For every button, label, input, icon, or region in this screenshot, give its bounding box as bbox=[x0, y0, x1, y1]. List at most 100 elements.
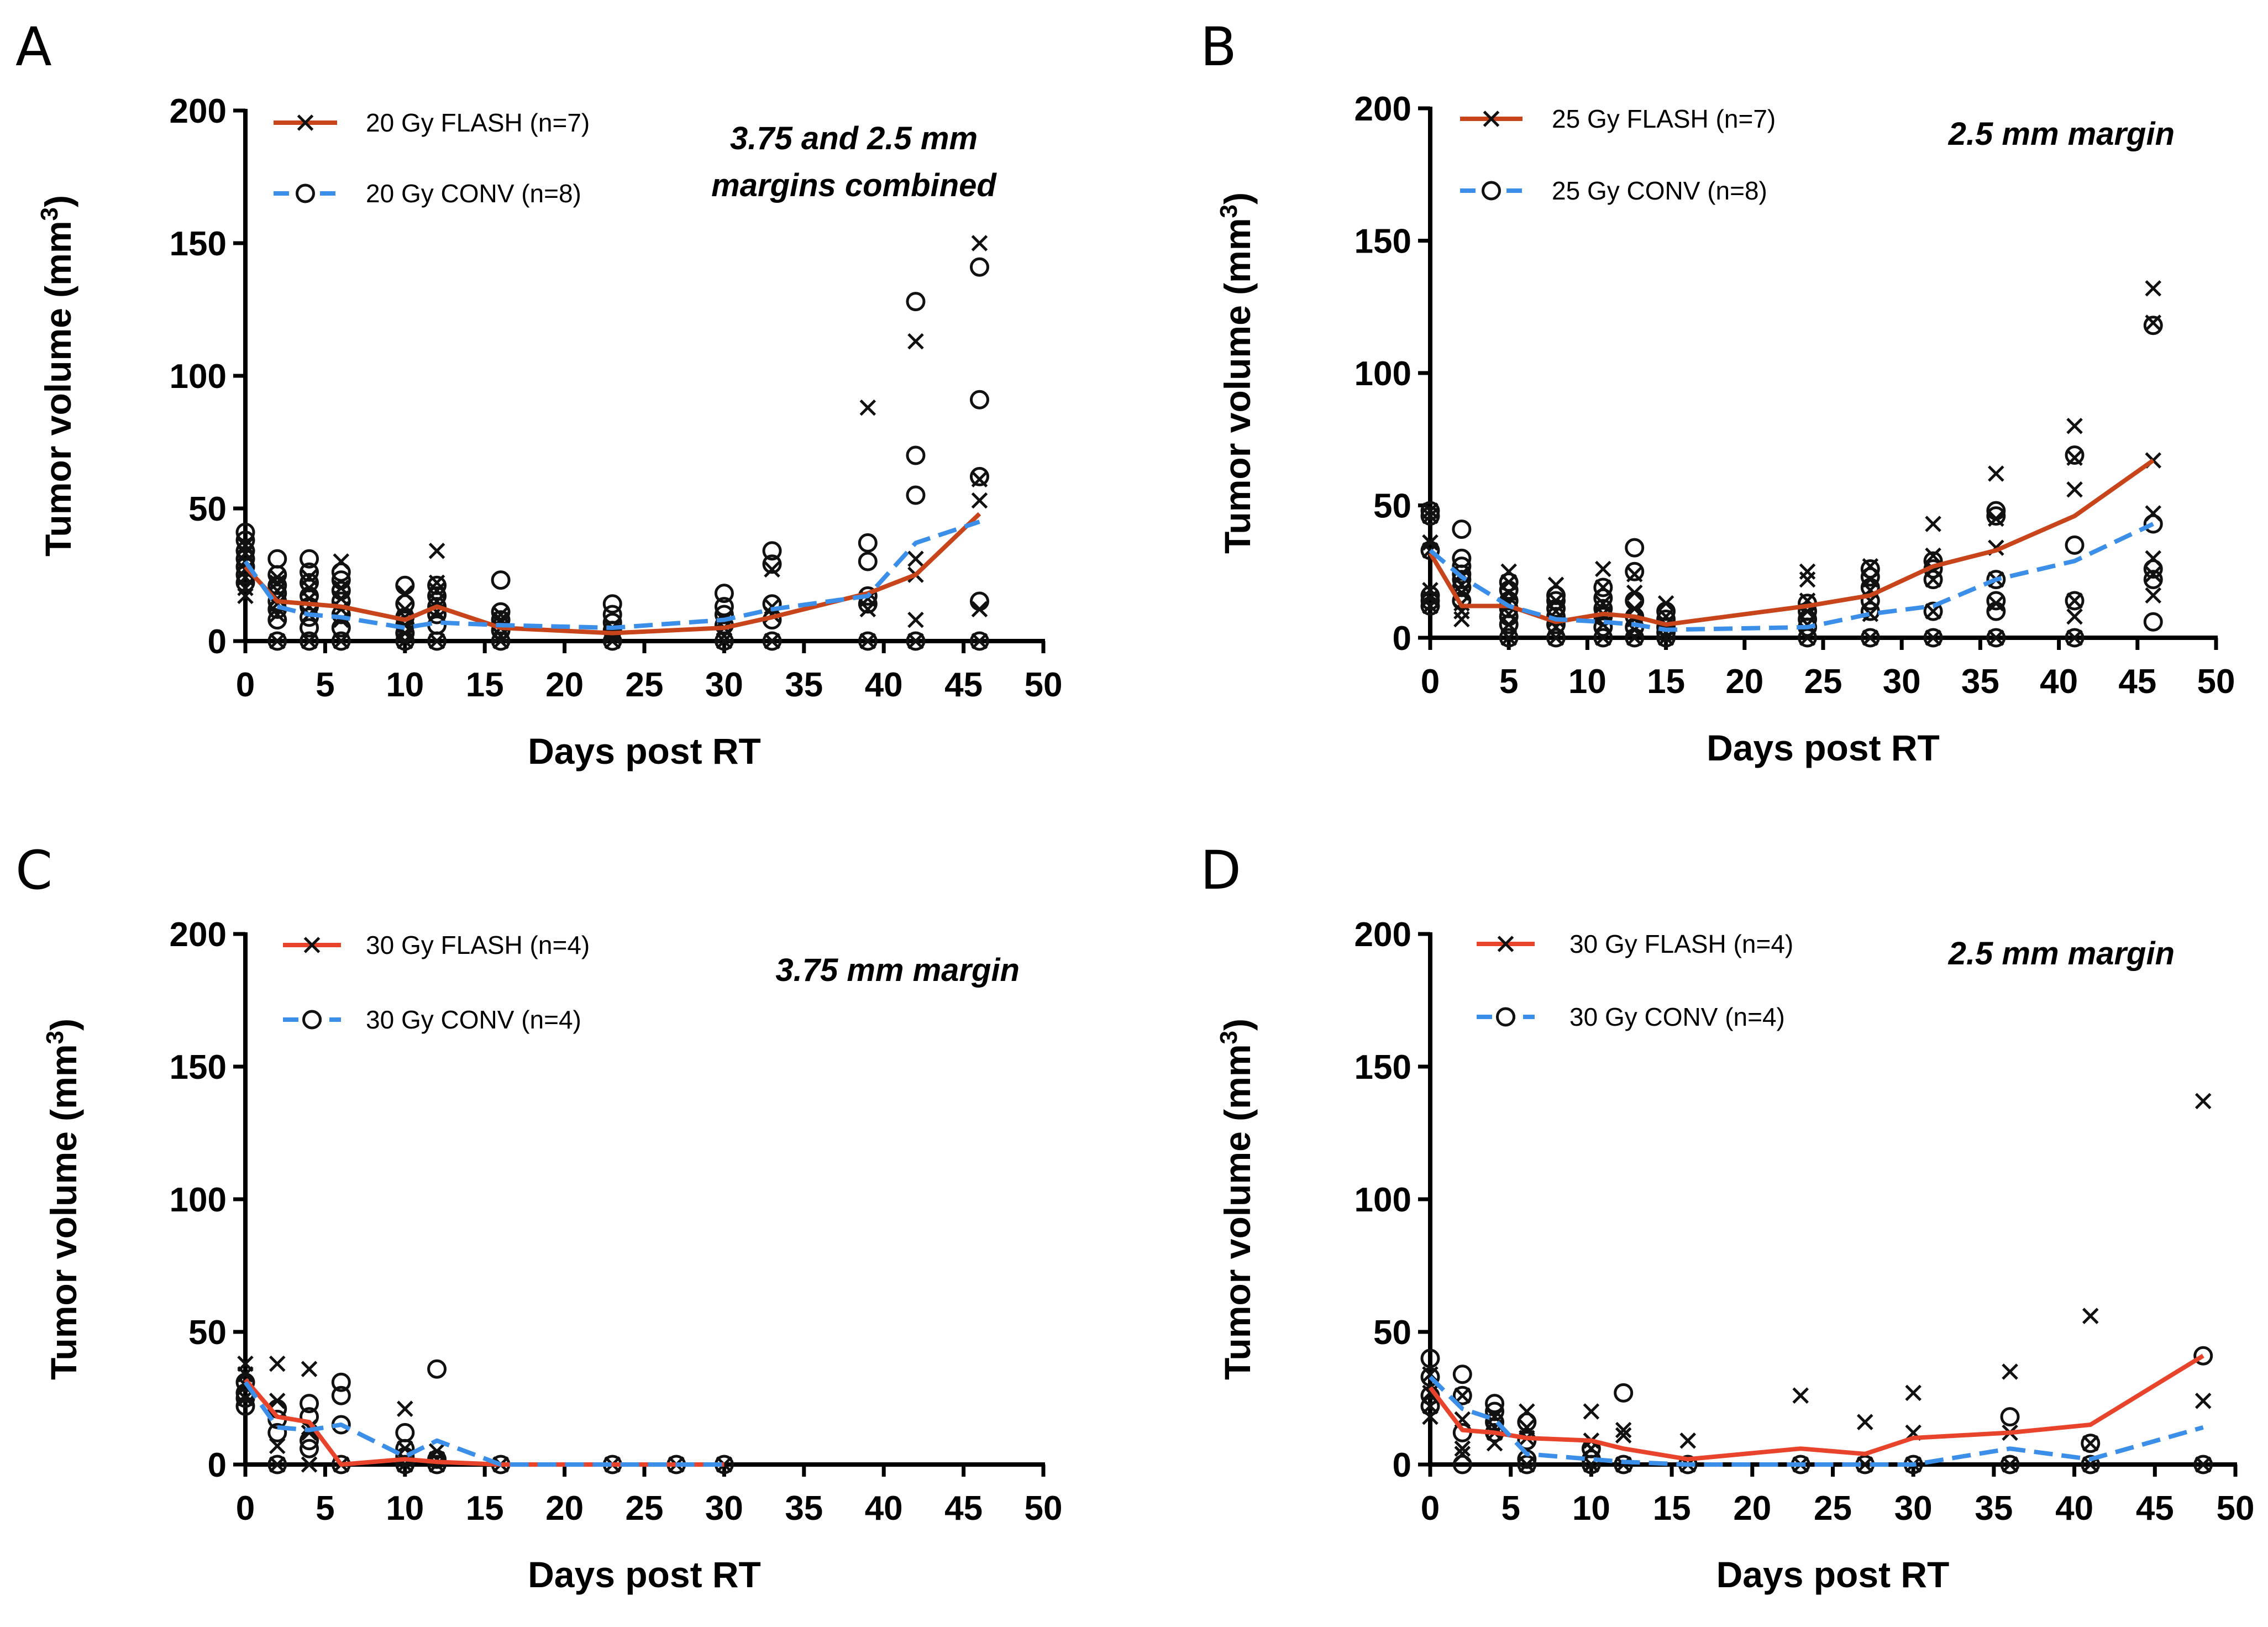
panel-c-flash-point bbox=[237, 1355, 254, 1372]
panel-a-conv-point bbox=[235, 541, 255, 561]
panel-b-conv-point bbox=[1923, 628, 1943, 648]
panel-d-y-title: Tumor volume (mm3) bbox=[1215, 1019, 1258, 1380]
panel-a-conv-point bbox=[427, 586, 447, 606]
panel-d-flash-point bbox=[1679, 1432, 1697, 1449]
panel-b-conv-point bbox=[1546, 585, 1566, 605]
panel-b-flash-point bbox=[1862, 629, 1879, 646]
panel-a-flash-point bbox=[971, 633, 988, 649]
panel-a-conv-point bbox=[267, 565, 287, 585]
panel-d-flash-point bbox=[2002, 1363, 2018, 1380]
panel-a-flash-point bbox=[237, 537, 254, 554]
panel-b-flash-point bbox=[2066, 629, 2083, 646]
panel-a-conv-point bbox=[491, 602, 511, 622]
panel-b-conv-point bbox=[1986, 628, 2006, 648]
panel-d-xtick-label: 30 bbox=[1894, 1489, 1933, 1528]
panel-a-conv-point bbox=[906, 631, 926, 651]
panel-a-conv-point bbox=[267, 549, 287, 569]
panel-b-ytick-label: 100 bbox=[1355, 355, 1411, 393]
panel-d-flash-point bbox=[1454, 1387, 1471, 1404]
panel-b-conv-point bbox=[1986, 591, 2006, 611]
panel-b-flash-point bbox=[1799, 571, 1816, 588]
panel-b-conv-point bbox=[1923, 570, 1943, 590]
panel-b-flash-point bbox=[1925, 516, 1941, 532]
panel-a-xtick-label: 20 bbox=[545, 666, 584, 704]
panel-b-conv-point bbox=[1452, 519, 1472, 539]
panel-a-flash-point bbox=[907, 611, 924, 628]
panel-a-legend-o-marker bbox=[296, 183, 315, 203]
panel-b-conv-point bbox=[1499, 572, 1519, 592]
panel-b-conv-mean-line bbox=[1429, 522, 2154, 632]
panel-b-conv-point bbox=[1798, 601, 1818, 621]
panel-a-conv-point bbox=[762, 554, 782, 574]
panel-a-flash-point bbox=[907, 333, 924, 350]
panel-b-conv-point bbox=[1860, 591, 1880, 611]
panel-d: D 0 50 100 150 200 0 5 10 15 20 25 30 35 40 45 50 Days po… bbox=[1200, 839, 2254, 1595]
panel-a-conv-point bbox=[300, 618, 319, 638]
panel-d-xtick-label: 35 bbox=[1975, 1489, 2013, 1528]
panel-d-flash-point bbox=[2002, 1456, 2018, 1473]
panel-c-legend-o-marker bbox=[302, 1010, 322, 1030]
panel-b-conv-point bbox=[1986, 506, 2006, 526]
panel-a-ytick-label: 100 bbox=[170, 358, 227, 396]
panel-c-xtick-label: 50 bbox=[1025, 1489, 1063, 1528]
panel-d-conv-point bbox=[1420, 1367, 1440, 1387]
panel-b-xtick-label: 15 bbox=[1647, 663, 1685, 701]
panel-b-conv-point bbox=[2065, 445, 2085, 465]
panel-c-y-title: Tumor volume (mm3) bbox=[41, 1019, 85, 1380]
panel-c-flash-point bbox=[301, 1361, 318, 1377]
panel-a-xtick-label: 45 bbox=[944, 666, 983, 704]
panel-b-flash-point bbox=[1422, 502, 1439, 519]
panel-c-conv-point bbox=[235, 1396, 255, 1416]
panel-c-conv-point bbox=[300, 1431, 319, 1451]
panel-a-legend-label: 20 Gy FLASH (n=7) bbox=[366, 108, 590, 137]
panel-b-conv-point bbox=[1625, 591, 1645, 611]
panel-a-conv-point bbox=[762, 631, 782, 651]
panel-d-conv-point bbox=[1485, 1412, 1505, 1432]
panel-a-xtick-label: 10 bbox=[386, 666, 424, 704]
panel-b-conv-point bbox=[1593, 578, 1613, 597]
panel-a-conv-point bbox=[906, 445, 926, 465]
panel-d-conv-point bbox=[2081, 1455, 2101, 1474]
panel-c-xtick-label: 35 bbox=[785, 1489, 823, 1528]
panel-d-legend-x-marker bbox=[1497, 936, 1514, 952]
panel-c-ytick-label: 50 bbox=[188, 1314, 227, 1352]
panel-b-flash-point bbox=[1595, 595, 1611, 612]
panel-c-ytick-label: 0 bbox=[208, 1446, 227, 1484]
panel-d-ytick-label: 0 bbox=[1393, 1446, 1411, 1484]
panel-d-flash-point bbox=[2082, 1435, 2099, 1452]
panel-c-x-title: Days post RT bbox=[528, 1554, 761, 1595]
panel-b-conv-point bbox=[2143, 612, 2163, 632]
panel-d-xtick-label: 45 bbox=[2136, 1489, 2174, 1528]
panel-b-flash-point bbox=[2066, 481, 2083, 498]
panel-a-ytick-label: 200 bbox=[170, 92, 227, 130]
panel-d-conv-mean-line bbox=[1429, 1375, 2204, 1467]
panel-a-flash-point bbox=[716, 633, 733, 649]
panel-d-conv-point bbox=[1485, 1402, 1505, 1421]
panel-a-flash-point bbox=[428, 543, 445, 559]
panel-b-conv-point bbox=[1986, 501, 2006, 521]
panel-b-legend-label: 25 Gy FLASH (n=7) bbox=[1552, 104, 1776, 133]
panel-d-flash-point bbox=[1615, 1421, 1632, 1439]
panel-b-flash-point bbox=[1988, 629, 2004, 646]
panel-b-y-title: Tumor volume (mm3) bbox=[1215, 192, 1258, 554]
panel-a-series-flash bbox=[237, 235, 988, 649]
panel-b-legend-label: 25 Gy CONV (n=8) bbox=[1552, 176, 1767, 205]
panel-a-x-title: Days post RT bbox=[528, 731, 761, 771]
panel-b-xtick-label: 5 bbox=[1499, 663, 1518, 701]
panel-b-ytick-label: 200 bbox=[1355, 90, 1411, 128]
panel-a-ytick-label: 50 bbox=[188, 490, 227, 528]
panel-c-xtick-label: 20 bbox=[545, 1489, 584, 1528]
panel-b-x-title: Days post RT bbox=[1707, 727, 1940, 768]
panel-b-flash-point bbox=[1500, 629, 1517, 646]
panel-d-flash-point bbox=[2082, 1308, 2099, 1324]
panel-a-conv-point bbox=[331, 570, 351, 590]
panel-d-conv-point bbox=[2000, 1455, 2020, 1474]
panel-a-conv-point bbox=[267, 610, 287, 630]
panel-c-series-conv bbox=[235, 1359, 734, 1474]
panel-b-flash-point bbox=[2145, 566, 2162, 582]
panel-a-conv-point bbox=[331, 631, 351, 651]
panel-c-ytick-label: 200 bbox=[170, 916, 227, 954]
panel-a-flash-point bbox=[859, 399, 876, 416]
panel-b-conv-point bbox=[1593, 599, 1613, 618]
